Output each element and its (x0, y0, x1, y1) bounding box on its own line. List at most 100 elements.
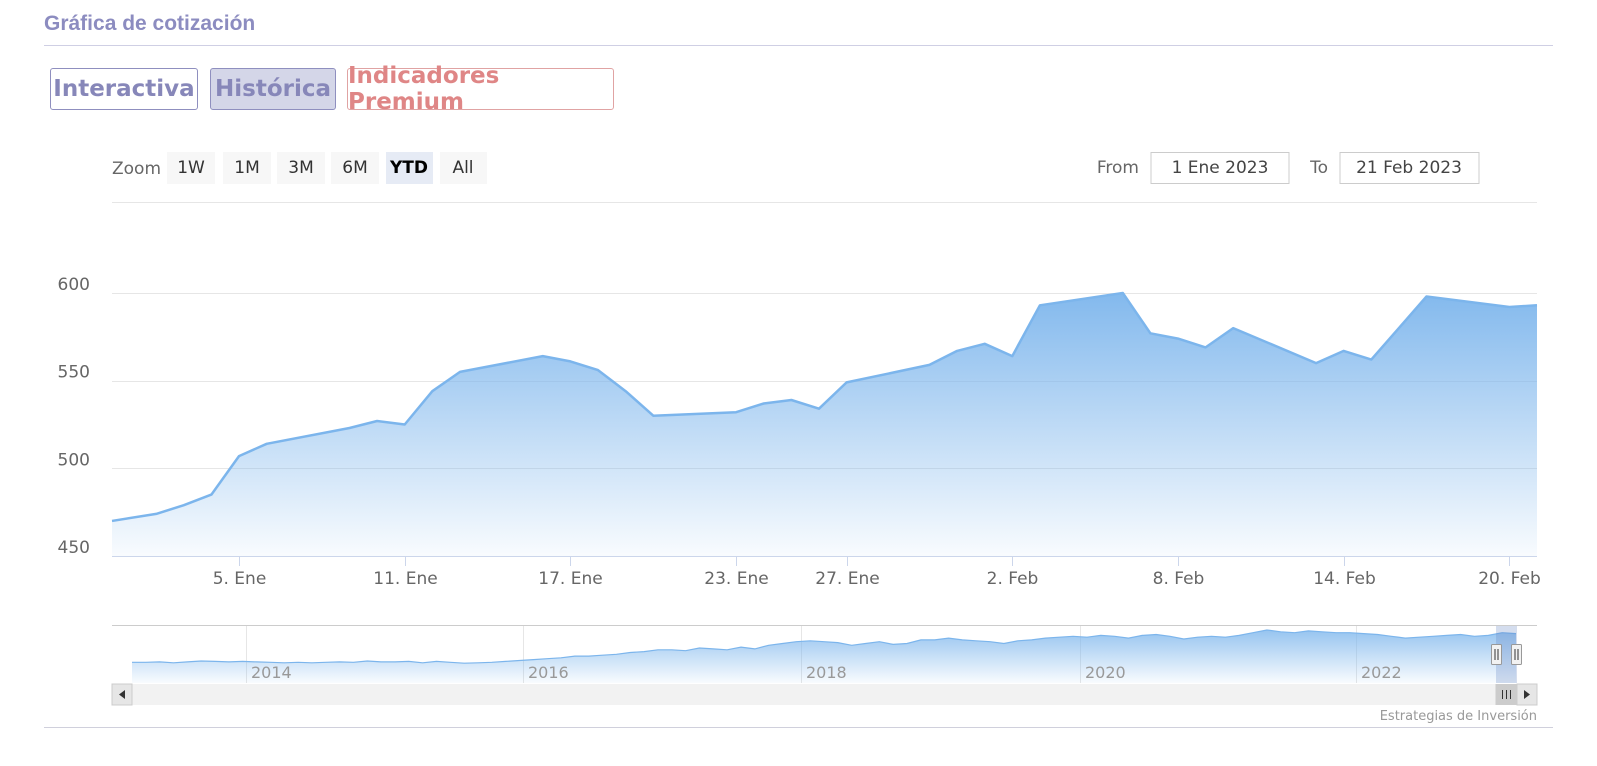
zoom-button-1w-label: 1W (177, 158, 205, 178)
price-point (1204, 346, 1206, 348)
zoom-button-6m[interactable]: 6M (331, 152, 379, 184)
price-point (1343, 350, 1345, 352)
price-point (404, 423, 406, 425)
price-point (431, 390, 433, 392)
y-tick-label: 550 (58, 363, 90, 383)
zoom-button-ytd[interactable]: YTD (386, 152, 433, 184)
price-point (1232, 327, 1234, 329)
zoom-button-1m-label: 1M (234, 158, 259, 178)
from-label: From (1097, 158, 1139, 178)
range-selector: Zoom 1W 1M 3M 6M YTD All From 1 Ene 20 (112, 152, 1480, 184)
scrollbar-track[interactable] (112, 684, 1537, 705)
scroll-right-arrow-icon (1524, 690, 1530, 699)
zoom-button-all-label: All (452, 158, 473, 178)
navigator-line (132, 629, 1517, 664)
title-divider (44, 45, 1553, 46)
x-axis: 5. Ene 11. Ene 17. Ene 23. Ene 27. Ene 2. Feb… (112, 556, 1541, 589)
price-point (1011, 355, 1013, 357)
x-tick-label: 20. Feb (1478, 569, 1541, 589)
zoom-button-6m-label: 6M (342, 158, 367, 178)
price-point (845, 381, 847, 383)
price-point (1425, 295, 1427, 297)
to-date-value: 21 Feb 2023 (1356, 158, 1462, 178)
price-point (1508, 306, 1510, 308)
price-point (1122, 292, 1124, 294)
x-tick-label: 5. Ene (213, 569, 267, 589)
from-date-input[interactable]: 1 Ene 2023 (1150, 152, 1290, 184)
scrollbar-left-button[interactable] (111, 683, 133, 706)
navigator-year-label: 2016 (528, 663, 569, 682)
tab-indicadores-premium[interactable]: Indicadores Premium (347, 63, 614, 115)
price-point (542, 355, 544, 357)
price-point (459, 371, 461, 373)
price-point (238, 455, 240, 457)
navigator-year-label: 2018 (806, 663, 847, 682)
price-point (266, 443, 268, 445)
navigator-series: 2014 2016 2018 2020 2022 (132, 626, 1517, 683)
zoom-button-all[interactable]: All (440, 152, 487, 184)
x-tick-label: 17. Ene (538, 569, 602, 589)
chart-credits: Estrategias de Inversión (1380, 709, 1537, 724)
price-point (597, 369, 599, 371)
y-axis-labels: 450 500 550 600 (58, 275, 90, 558)
x-tick-label: 11. Ene (373, 569, 437, 589)
price-point (763, 402, 765, 404)
x-tick-label: 8. Feb (1153, 569, 1205, 589)
section-title: Gráfica de cotización (44, 12, 256, 35)
scrollbar-right-button[interactable] (1516, 683, 1538, 706)
navigator-year-label: 2014 (251, 663, 292, 682)
price-line (111, 291, 1538, 523)
zoom-button-ytd-label: YTD (389, 158, 428, 178)
y-tick-label: 500 (58, 450, 90, 470)
price-point (569, 360, 571, 362)
price-point (956, 350, 958, 352)
navigator-year-label: 2022 (1361, 663, 1402, 682)
price-point (1177, 337, 1179, 339)
scrollbar[interactable] (111, 683, 1538, 706)
price-point (1370, 358, 1372, 360)
y-tick-label: 450 (58, 538, 90, 558)
navigator-right-handle[interactable] (1511, 644, 1522, 665)
zoom-button-3m-label: 3M (288, 158, 313, 178)
zoom-button-1m[interactable]: 1M (223, 152, 271, 184)
navigator-area (132, 630, 1516, 683)
y-tick-label: 600 (58, 275, 90, 295)
price-point (790, 399, 792, 401)
price-point (1398, 327, 1400, 329)
to-label: To (1309, 158, 1328, 178)
price-area (112, 293, 1537, 556)
x-tick-label: 14. Feb (1313, 569, 1376, 589)
price-point (652, 415, 654, 417)
price-point (625, 390, 627, 392)
price-point (1315, 362, 1317, 364)
tab-historica[interactable]: Histórica (210, 68, 336, 110)
price-point (155, 513, 157, 515)
navigator: 2014 2016 2018 2020 2022 (112, 625, 1537, 683)
navigator-year-label: 2020 (1085, 663, 1126, 682)
scroll-left-arrow-icon (119, 690, 125, 699)
price-point (210, 493, 212, 495)
zoom-button-3m[interactable]: 3M (277, 152, 325, 184)
zoom-button-1w[interactable]: 1W (167, 152, 215, 184)
footer-divider (44, 727, 1553, 728)
price-point (1536, 304, 1538, 306)
price-point (984, 343, 986, 345)
price-point (928, 364, 930, 366)
tab-interactiva[interactable]: Interactiva (50, 68, 198, 110)
price-point (1039, 304, 1041, 306)
price-point (183, 504, 185, 506)
price-point (818, 408, 820, 410)
price-point (735, 411, 737, 413)
price-series (111, 291, 1538, 556)
from-date-value: 1 Ene 2023 (1172, 158, 1269, 178)
scrollbar-thumb[interactable] (1495, 684, 1518, 705)
zoom-label: Zoom (112, 159, 161, 179)
price-point (376, 420, 378, 422)
x-tick-label: 27. Ene (815, 569, 879, 589)
price-point (1149, 332, 1151, 334)
navigator-left-handle[interactable] (1491, 644, 1502, 665)
to-date-input[interactable]: 21 Feb 2023 (1339, 152, 1480, 184)
x-tick-label: 23. Ene (704, 569, 768, 589)
navigator-selected-range[interactable] (1496, 626, 1517, 683)
